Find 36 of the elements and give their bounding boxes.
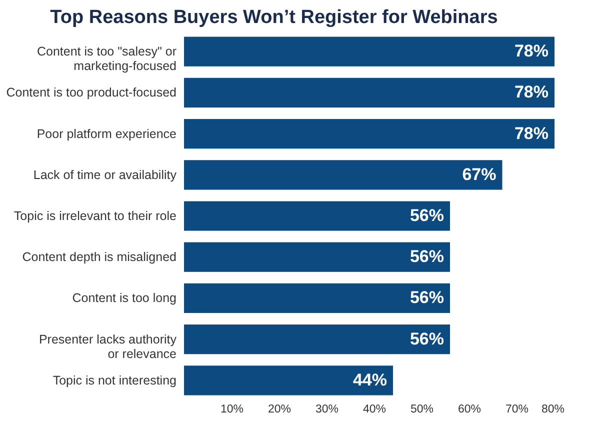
y-tick-label: Content depth is misaligned bbox=[22, 250, 177, 264]
data-label: 56% bbox=[410, 247, 444, 266]
data-label: 78% bbox=[514, 82, 548, 102]
x-tick-label: 40% bbox=[362, 404, 386, 416]
y-tick-label: Content is too product-focused bbox=[6, 86, 177, 100]
y-tick-label: Topic is irrelevant to their role bbox=[14, 209, 177, 223]
x-tick-label: 30% bbox=[315, 404, 339, 416]
y-tick-label: Content is too "salesy" or marketing-focused bbox=[37, 44, 177, 74]
x-tick-label: 80% bbox=[541, 404, 564, 416]
x-tick-label: 50% bbox=[410, 404, 434, 416]
y-tick-label: Presenter lacks authority or relevance bbox=[38, 332, 178, 361]
y-tick-label: Lack of time or availability bbox=[33, 168, 178, 182]
bar bbox=[184, 201, 450, 231]
bar bbox=[184, 118, 554, 149]
x-tick-label: 10% bbox=[220, 404, 244, 416]
bar bbox=[184, 366, 393, 396]
chart-title: Top Reasons Buyers Won’t Register for Webinars bbox=[50, 7, 498, 28]
data-label: 56% bbox=[410, 288, 444, 308]
bar bbox=[184, 160, 502, 190]
data-label: 44% bbox=[352, 370, 387, 390]
bar bbox=[184, 78, 554, 108]
x-tick-label: 60% bbox=[458, 404, 482, 416]
data-label: 78% bbox=[514, 42, 548, 61]
data-label: 56% bbox=[410, 329, 444, 348]
y-tick-label: Topic is not interesting bbox=[52, 373, 177, 388]
x-tick-label: 70% bbox=[505, 404, 529, 416]
data-label: 78% bbox=[514, 124, 548, 143]
y-tick-label: Content is too long bbox=[72, 291, 177, 306]
bar bbox=[184, 324, 450, 354]
bar bbox=[184, 283, 450, 314]
data-label: 67% bbox=[462, 164, 496, 184]
data-label: 56% bbox=[410, 206, 444, 225]
bar bbox=[184, 36, 554, 66]
y-tick-label: Poor platform experience bbox=[36, 126, 177, 141]
bar bbox=[184, 242, 450, 272]
x-tick-label: 20% bbox=[268, 404, 292, 416]
